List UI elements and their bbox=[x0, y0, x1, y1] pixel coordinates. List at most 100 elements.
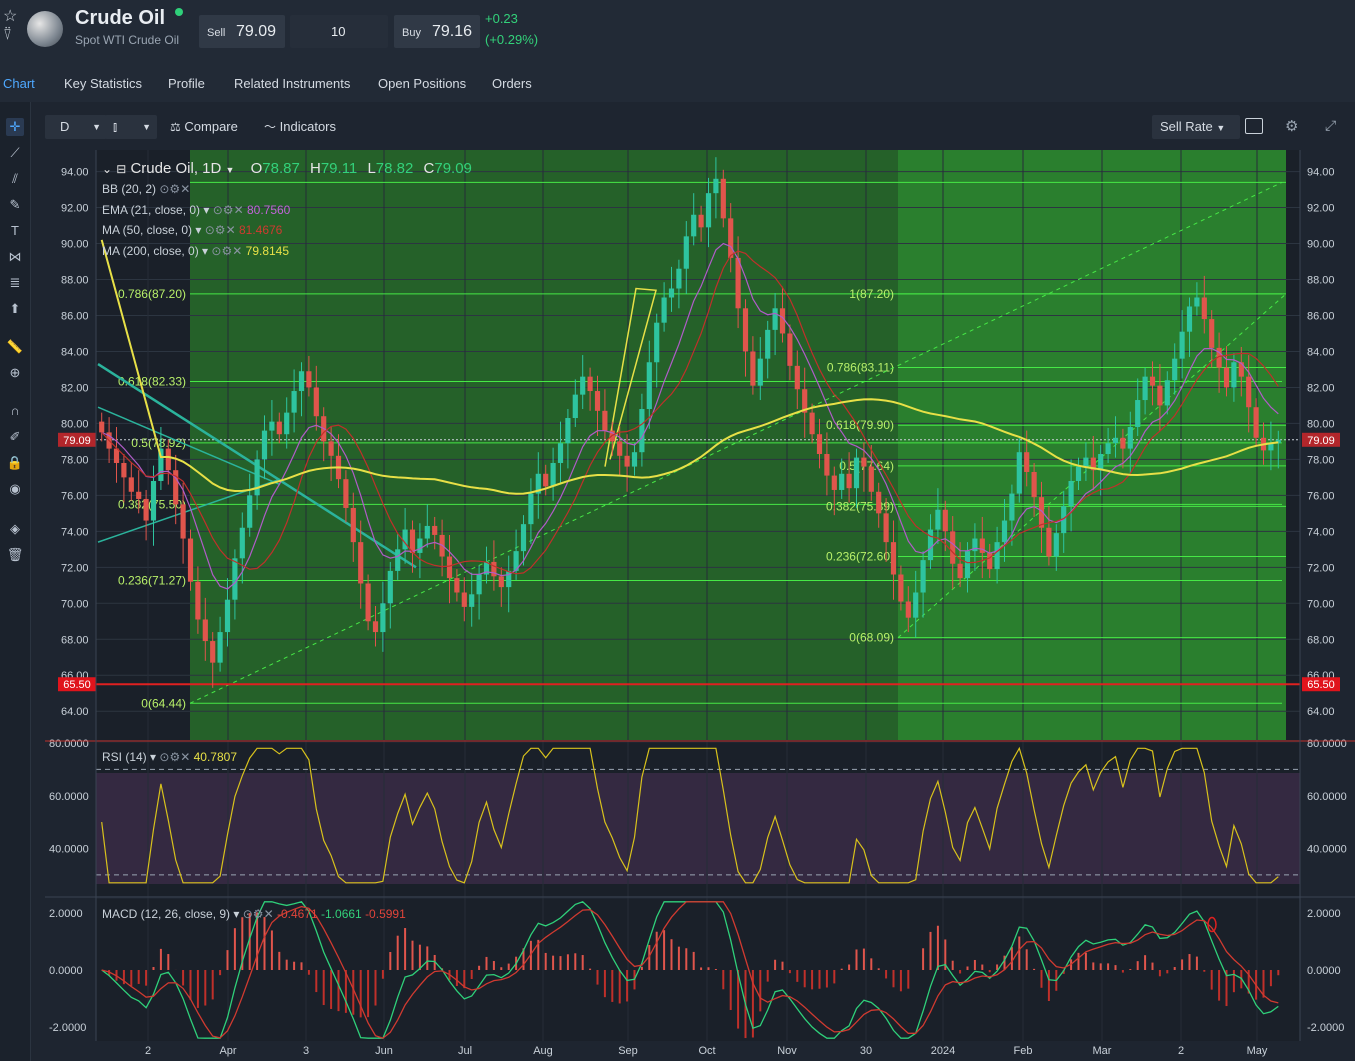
price-tag-label: 79.09 bbox=[1307, 435, 1335, 447]
quantity-input[interactable]: 10 bbox=[290, 15, 388, 48]
indicator-row-ma50[interactable]: MA (50, close, 0) ▾ ⊙⚙✕ 81.4676 bbox=[102, 223, 283, 237]
candle-body bbox=[1038, 497, 1045, 528]
fib-icon[interactable]: ≣ bbox=[9, 275, 21, 290]
indicator-controls-icon[interactable]: ⊙⚙✕ bbox=[212, 203, 244, 217]
candle-body bbox=[195, 581, 201, 620]
sell-button[interactable]: Sell 79.09 bbox=[199, 15, 285, 48]
indicator-row-ema[interactable]: EMA (21, close, 0) ▾ ⊙⚙✕ 80.7560 bbox=[102, 203, 291, 217]
fullscreen-box-icon[interactable] bbox=[1245, 118, 1263, 134]
tab-profile[interactable]: Profile bbox=[168, 76, 205, 91]
change-percent: (+0.29%) bbox=[485, 32, 539, 47]
zoom-icon[interactable]: ⊕ bbox=[9, 365, 21, 380]
candle-body bbox=[121, 462, 127, 478]
pattern-icon[interactable]: ⋈ bbox=[8, 249, 22, 264]
crosshair-icon[interactable]: ✛ bbox=[6, 118, 24, 136]
candle-body bbox=[446, 556, 453, 579]
text-icon[interactable]: T bbox=[11, 223, 19, 238]
y-tick-label-right: 68.00 bbox=[1307, 634, 1335, 646]
layers-icon[interactable]: ◈ bbox=[10, 521, 20, 536]
rsi-y-tick-left: 40.0000 bbox=[49, 844, 89, 856]
interval-select[interactable]: D ▼ bbox=[45, 115, 107, 139]
star-icon[interactable]: ☆ bbox=[3, 8, 18, 25]
candle-body bbox=[1172, 358, 1178, 381]
collapse-icon[interactable]: ⌄ bbox=[102, 162, 113, 176]
tab-related-instruments[interactable]: Related Instruments bbox=[234, 76, 351, 91]
candle-body bbox=[276, 421, 282, 435]
buy-button[interactable]: Buy 79.16 bbox=[394, 15, 480, 48]
rsi-legend[interactable]: RSI (14) ▾ ⊙⚙✕ 40.7807 bbox=[102, 750, 237, 764]
indicator-row-ma200[interactable]: MA (200, close, 0) ▾ ⊙⚙✕ 79.8145 bbox=[102, 244, 290, 258]
tab-open-positions[interactable]: Open Positions bbox=[378, 76, 467, 91]
candle-body bbox=[987, 552, 993, 570]
tab-orders[interactable]: Orders bbox=[492, 76, 532, 91]
candle-body bbox=[1061, 506, 1067, 534]
trash-icon[interactable]: 🗑 bbox=[6, 547, 24, 562]
tab-chart[interactable]: Chart bbox=[3, 76, 35, 104]
price-tag-label: 79.09 bbox=[63, 435, 91, 447]
indicator-controls-icon[interactable]: ⊙⚙✕ bbox=[159, 182, 191, 196]
gear-icon[interactable]: ⚙ bbox=[1285, 118, 1299, 135]
magnet-icon[interactable]: ∩ bbox=[10, 403, 20, 418]
rsi-y-tick-right: 40.0000 bbox=[1307, 844, 1347, 856]
indicator-controls-icon[interactable]: ⊙⚙✕ bbox=[159, 750, 191, 764]
ruler-icon[interactable]: 📏 bbox=[6, 339, 24, 354]
x-tick-label: Jun bbox=[375, 1045, 393, 1057]
candle-body bbox=[298, 371, 305, 392]
price-tag bbox=[1302, 677, 1340, 692]
indicators-button[interactable]: 〜 Indicators bbox=[264, 115, 336, 139]
candle-body bbox=[1024, 452, 1030, 472]
candle-body bbox=[483, 561, 490, 575]
candle-body bbox=[676, 268, 682, 289]
alert-icon[interactable]: ⍢ bbox=[3, 26, 13, 43]
arrow-up-icon[interactable]: ⬆ bbox=[9, 301, 21, 316]
macd-legend[interactable]: MACD (12, 26, close, 9) ▾ ⊙⚙✕ -0.4671 -1… bbox=[102, 907, 406, 921]
indicator-controls-icon[interactable]: ⊙⚙✕ bbox=[242, 907, 274, 921]
indicator-row-bb[interactable]: BB (20, 2) ⊙⚙✕ bbox=[102, 182, 190, 196]
rsi-y-tick-right: 60.0000 bbox=[1307, 791, 1347, 803]
y-tick-label-left: 90.00 bbox=[61, 239, 89, 251]
candle-body bbox=[173, 470, 179, 505]
fib-diagonal bbox=[897, 293, 1287, 639]
y-tick-label-left: 92.00 bbox=[61, 203, 89, 215]
candle-body bbox=[609, 430, 615, 442]
y-tick-label-right: 78.00 bbox=[1307, 454, 1335, 466]
candle-body bbox=[802, 389, 808, 413]
candle-body bbox=[824, 453, 830, 476]
indicator-controls-icon[interactable]: ⊙⚙✕ bbox=[211, 244, 243, 258]
y-tick-label-right: 84.00 bbox=[1307, 346, 1335, 358]
eye-icon[interactable]: ◉ bbox=[9, 481, 21, 496]
fib-level-label: 0.236(71.27) bbox=[118, 573, 186, 587]
indicator-name: MA (50, close, 0) bbox=[102, 223, 193, 237]
x-tick-label: Oct bbox=[698, 1045, 715, 1057]
candle-body bbox=[898, 574, 904, 602]
macd-y-tick-right: 2.0000 bbox=[1307, 908, 1341, 920]
fib-zone-left bbox=[190, 150, 898, 740]
tab-key-statistics[interactable]: Key Statistics bbox=[64, 76, 143, 91]
compare-label: Compare bbox=[184, 119, 238, 134]
channel-icon[interactable]: ⫽ bbox=[12, 171, 18, 186]
fib-level-label: 0.5(77.64) bbox=[839, 459, 894, 473]
candle-body bbox=[210, 641, 216, 663]
compare-button[interactable]: ⚖ Compare bbox=[170, 115, 238, 139]
hide-icon[interactable]: ⊟ bbox=[116, 162, 127, 176]
macd-y-tick-left: -2.0000 bbox=[49, 1022, 86, 1034]
candle-body bbox=[720, 178, 726, 219]
lock-icon[interactable]: 🔒 bbox=[6, 455, 24, 470]
pencil-lock-icon[interactable]: ✐ bbox=[9, 429, 21, 444]
trendline-icon[interactable]: ⟋ bbox=[10, 145, 20, 160]
chevron-down-icon[interactable]: ▼ bbox=[225, 165, 235, 175]
chart-type-select[interactable]: ⫾ ▼ bbox=[105, 115, 157, 139]
brush-icon[interactable]: ✎ bbox=[9, 197, 21, 212]
rate-select[interactable]: Sell Rate ▼ bbox=[1152, 115, 1240, 139]
candle-body bbox=[1120, 437, 1126, 449]
expand-icon[interactable]: ⤢ bbox=[1325, 117, 1337, 133]
x-tick-label: 2 bbox=[145, 1045, 151, 1057]
macd-y-tick-left: 0.0000 bbox=[49, 965, 83, 977]
open-label: O bbox=[250, 160, 263, 177]
indicator-controls-icon[interactable]: ⊙⚙✕ bbox=[204, 223, 236, 237]
candle-body bbox=[1001, 520, 1008, 543]
instrument-header: ☆ ⍢ Crude Oil Spot WTI Crude Oil Sell 79… bbox=[0, 0, 1355, 66]
rsi-y-tick-left: 80.0000 bbox=[49, 738, 89, 750]
candle-body bbox=[1216, 347, 1222, 368]
y-tick-label-left: 70.00 bbox=[61, 598, 89, 610]
